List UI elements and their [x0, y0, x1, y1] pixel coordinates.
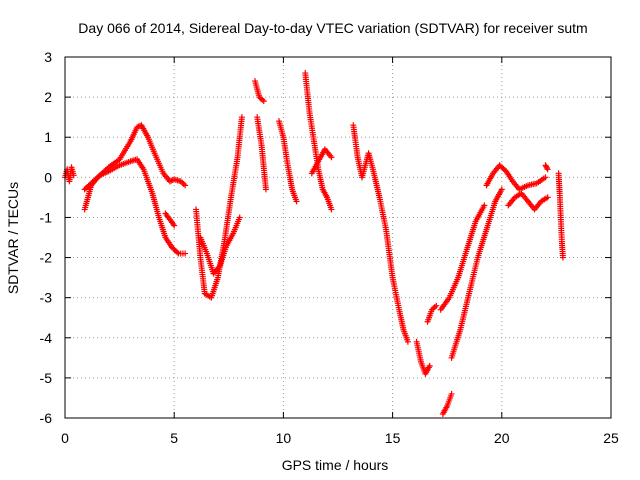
series-arc12: [350, 122, 411, 345]
y-tick-label: -6: [40, 410, 53, 426]
data-point: [182, 250, 189, 257]
data-point: [544, 166, 551, 173]
data-point: [182, 182, 189, 189]
data-point: [328, 206, 335, 213]
data-point: [293, 198, 300, 205]
y-tick-label: 2: [44, 89, 52, 105]
x-tick-labels: 0 5 10 15 20 25: [61, 430, 619, 446]
grid: [65, 57, 611, 418]
x-tick-label: 15: [385, 430, 401, 446]
data-point: [70, 172, 77, 179]
chart-title: Day 066 of 2014, Sidereal Day-to-day VTE…: [78, 20, 587, 36]
series-arc19: [505, 190, 551, 213]
data-point: [498, 186, 505, 193]
data-point: [174, 249, 181, 256]
data-point: [404, 338, 411, 345]
y-tick-label: -4: [40, 330, 53, 346]
y-tick-label: -3: [40, 290, 53, 306]
series-arc18: [483, 162, 549, 193]
series-arc2: [81, 122, 189, 213]
x-tick-label: 20: [494, 430, 510, 446]
data-point: [236, 214, 243, 221]
y-tick-label: 0: [44, 169, 52, 185]
series-arc10: [302, 70, 335, 213]
data-point: [544, 194, 551, 201]
plot-frame: [64, 56, 612, 419]
data-point: [448, 390, 455, 397]
series-arc8: [254, 114, 269, 193]
data-point: [328, 154, 335, 161]
x-tick-label: 5: [170, 430, 178, 446]
series-arc1: [62, 164, 77, 185]
series-arc14: [424, 302, 440, 325]
y-tick-label: -5: [40, 370, 53, 386]
y-tick-labels: -6 -5 -4 -3 -2 -1 0 1 2 3: [40, 49, 53, 426]
x-axis-label: GPS time / hours: [282, 457, 389, 473]
data-point: [543, 164, 550, 171]
data-point: [433, 302, 440, 309]
data-point: [238, 114, 245, 121]
data-point: [171, 222, 178, 229]
y-tick-label: 1: [44, 129, 52, 145]
series-arc9: [276, 118, 300, 205]
axis-ticks: [64, 56, 612, 419]
series-arc13: [413, 338, 433, 377]
y-tick-label: 3: [44, 49, 52, 65]
series-arc3: [81, 156, 189, 257]
series-arc4: [162, 210, 178, 229]
series-arc17: [448, 186, 505, 361]
data-point: [542, 174, 549, 181]
series-arc16: [437, 202, 488, 313]
data-point: [426, 362, 433, 369]
x-tick-label: 25: [603, 430, 619, 446]
series-arc6: [197, 214, 243, 277]
y-axis-label: SDTVAR / TECUs: [5, 182, 21, 294]
x-tick-label: 10: [276, 430, 292, 446]
series-arc20: [542, 162, 551, 173]
series-arc5: [193, 114, 245, 301]
y-tick-label: -2: [40, 250, 53, 266]
y-tick-label: -1: [40, 209, 53, 225]
data-points: [62, 70, 566, 417]
series-arc7: [252, 78, 267, 105]
x-tick-label: 0: [61, 430, 69, 446]
data-point: [260, 98, 267, 105]
series-arc21: [555, 170, 566, 261]
series-arc15: [439, 390, 455, 417]
data-point: [262, 186, 269, 193]
series-arc11: [308, 146, 335, 177]
data-point: [559, 254, 566, 261]
data-point: [481, 202, 488, 209]
